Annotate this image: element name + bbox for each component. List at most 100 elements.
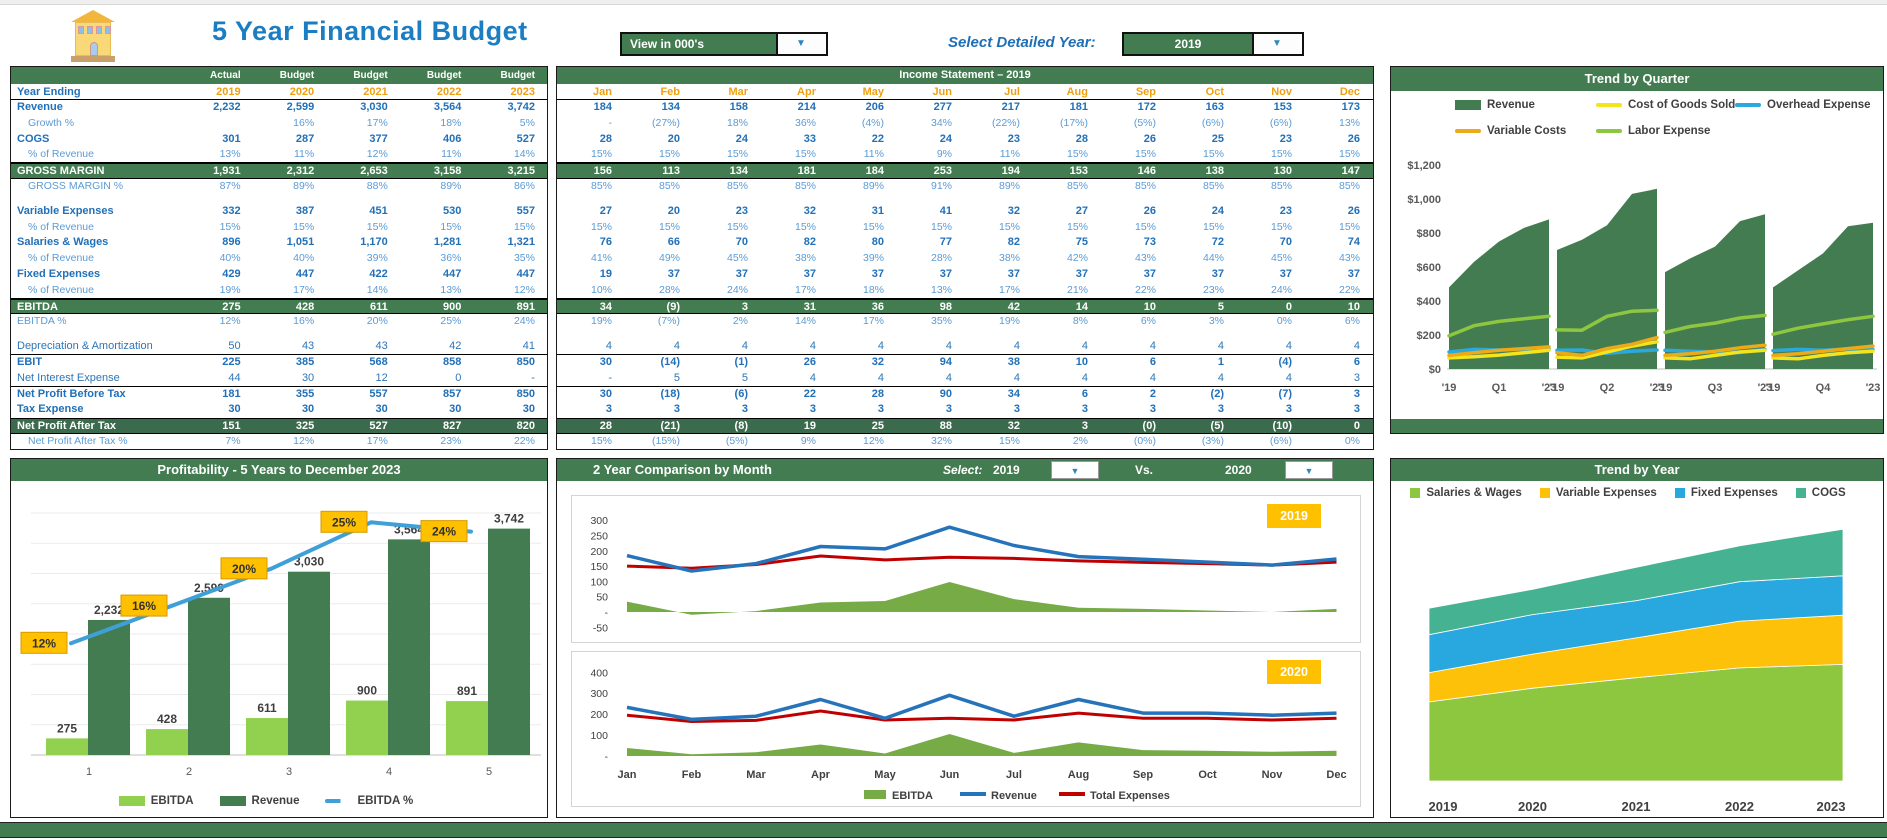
table-cell: 89%	[862, 179, 884, 192]
table-cell: 82	[1007, 236, 1020, 249]
table-cell: 37	[735, 267, 748, 280]
table-cell: 1,170	[360, 236, 388, 249]
table-cell: (3%)	[1201, 434, 1224, 447]
table-cell: 827	[443, 420, 462, 433]
table-cell: 850	[516, 355, 535, 368]
legend-item: Overhead Expense	[1735, 99, 1871, 111]
table-cell: 30	[449, 403, 462, 416]
svg-text:'23: '23	[1758, 382, 1773, 394]
view-units-dropdown[interactable]: View in 000's ▼	[620, 32, 828, 56]
table-cell: 20	[667, 204, 680, 217]
table-cell: 23	[1007, 132, 1020, 145]
table-cell: 2,653	[360, 165, 388, 178]
chevron-down-icon[interactable]: ▼	[1252, 34, 1300, 54]
table-row: Net Profit After Tax 151 325 527 827 820	[11, 418, 547, 434]
table-cell: 451	[369, 204, 388, 217]
table-row: GROSS MARGIN 1,931 2,312 2,653 3,158 3,215	[11, 163, 547, 179]
row-label: Net Profit After Tax %	[28, 434, 128, 447]
table-cell: 50	[228, 340, 241, 353]
chevron-down-icon[interactable]: ▼	[1285, 461, 1333, 479]
chevron-down-icon[interactable]: ▼	[776, 34, 824, 54]
table-cell: 98	[939, 300, 952, 313]
table-cell: 9%	[800, 434, 816, 447]
table-cell: 4	[1149, 340, 1156, 353]
table-cell: 611	[370, 300, 388, 313]
table-cell: 858	[443, 355, 462, 368]
trend-by-quarter-title: Trend by Quarter	[1391, 67, 1883, 91]
svg-text:$400: $400	[1417, 296, 1441, 308]
trend-by-year-legend: Salaries & Wages Variable Expenses Fixed E…	[1391, 487, 1883, 499]
table-cell: (15%)	[651, 434, 680, 447]
svg-text:Revenue: Revenue	[991, 790, 1037, 802]
year-ending-row: Year Ending 2019 2020 2021 2022 2023	[11, 84, 547, 100]
svg-text:611: 611	[257, 701, 277, 715]
table-row: 156 113 134 181 184 253 194 153 146 138 130 147	[557, 163, 1373, 179]
table-cell: 32	[871, 355, 884, 368]
table-cell: 36%	[440, 252, 462, 265]
svg-text:2020: 2020	[1518, 799, 1547, 814]
svg-text:900: 900	[357, 684, 377, 698]
row-label: Fixed Expenses	[17, 267, 101, 280]
table-cell: 10	[1143, 300, 1156, 313]
table-cell: 13%	[219, 148, 241, 161]
table-cell: 89%	[440, 179, 462, 192]
table-cell: 3	[1353, 387, 1360, 400]
table-cell: 76	[599, 236, 612, 249]
svg-text:2: 2	[186, 766, 192, 778]
table-row: Depreciation & Amortization 50 43 43 42 41	[11, 339, 547, 355]
chevron-down-icon[interactable]: ▼	[1051, 461, 1099, 479]
svg-text:24%: 24%	[432, 525, 456, 539]
table-cell: 22	[803, 387, 816, 400]
table-row: EBIT 225 385 568 858 850	[11, 355, 547, 371]
month-header: Nov	[1271, 86, 1292, 98]
table-cell: 25	[871, 420, 884, 433]
table-cell: 12%	[862, 434, 884, 447]
svg-text:-: -	[605, 607, 609, 619]
table-cell: 15%	[1338, 148, 1360, 161]
svg-text:300: 300	[590, 688, 608, 700]
table-cell: 27	[599, 204, 612, 217]
table-cell: 30	[301, 371, 315, 384]
table-row: Fixed Expenses 429 447 422 447 447	[11, 267, 547, 283]
table-cell: 42	[449, 340, 462, 353]
svg-text:Dec: Dec	[1326, 769, 1346, 781]
table-row: COGS 301 287 377 406 527	[11, 132, 547, 148]
svg-text:3: 3	[286, 766, 292, 778]
table-cell: 181	[1069, 101, 1088, 113]
month-header: Jul	[1004, 86, 1020, 98]
legend-label: Revenue	[1487, 99, 1535, 111]
table-cell: 900	[443, 300, 462, 313]
table-cell: (0%)	[1133, 434, 1156, 447]
table-cell: 24	[735, 132, 748, 145]
svg-text:$800: $800	[1417, 228, 1441, 240]
table-cell: 91%	[930, 179, 952, 192]
detailed-year-dropdown[interactable]: 2019 ▼	[1122, 32, 1304, 56]
table-cell: 37	[1075, 267, 1088, 280]
table-cell: 80	[871, 236, 884, 249]
table-cell: 44	[228, 371, 241, 384]
table-cell: 12%	[219, 315, 241, 328]
table-cell: 527	[369, 420, 388, 433]
table-cell: 15%	[930, 220, 952, 233]
table-cell: 37	[939, 267, 952, 280]
table-cell: (7)	[1278, 387, 1292, 400]
table-cell: 4	[741, 340, 748, 353]
table-cell: 17%	[366, 116, 388, 129]
year-cell: 2021	[363, 86, 388, 98]
table-cell: 4	[1149, 371, 1156, 384]
table-cell: 75	[1075, 236, 1088, 249]
comparison-year-a: 2019	[993, 463, 1020, 477]
table-cell: 2%	[1072, 434, 1088, 447]
svg-text:Jul: Jul	[1006, 769, 1022, 781]
table-cell: 3	[741, 403, 748, 416]
table-cell: 42%	[1066, 252, 1088, 265]
table-cell: 85%	[794, 179, 816, 192]
table-cell: 37	[667, 267, 680, 280]
table-cell: 355	[295, 387, 315, 400]
table-cell: 41	[522, 340, 535, 353]
table-cell: (5%)	[725, 434, 748, 447]
table-cell: (6%)	[1269, 434, 1292, 447]
svg-text:100: 100	[590, 576, 608, 588]
table-cell: 22%	[1134, 283, 1156, 296]
table-cell: 11%	[293, 148, 315, 161]
